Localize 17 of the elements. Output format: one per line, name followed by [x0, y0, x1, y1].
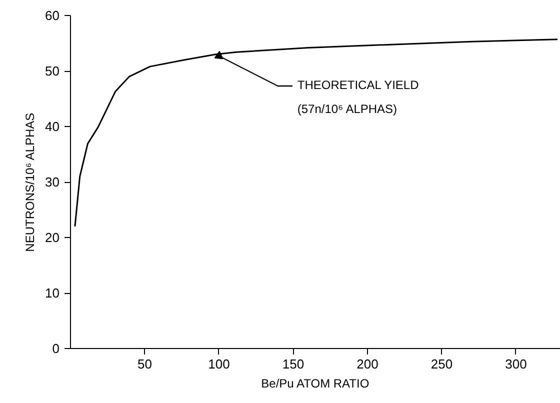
- x-tick-label: 150: [282, 356, 304, 372]
- x-axis-title: Be/Pu ATOM RATIO: [261, 376, 370, 390]
- x-tick-label: 250: [430, 356, 453, 372]
- x-tick-label: 50: [138, 356, 152, 372]
- x-tick-label: 100: [208, 356, 230, 372]
- y-tick-label: 50: [45, 64, 60, 78]
- line-series: [74, 38, 558, 228]
- y-tick-label: 60: [45, 8, 60, 23]
- y-tick-label: 20: [45, 230, 60, 245]
- x-tick-label: 300: [505, 356, 527, 372]
- y-axis-title: NEUTRONS/10⁶ ALPHAS: [23, 112, 38, 252]
- y-tick-label: 40: [45, 119, 60, 134]
- annotation: THEORETICAL YIELD (57n/10⁶ ALPHAS): [297, 78, 420, 116]
- x-tick-label: 200: [356, 356, 378, 372]
- y-tick-label: 10: [45, 286, 60, 300]
- y-tick-label: 0: [52, 341, 60, 356]
- y-tick-label: 30: [45, 174, 60, 190]
